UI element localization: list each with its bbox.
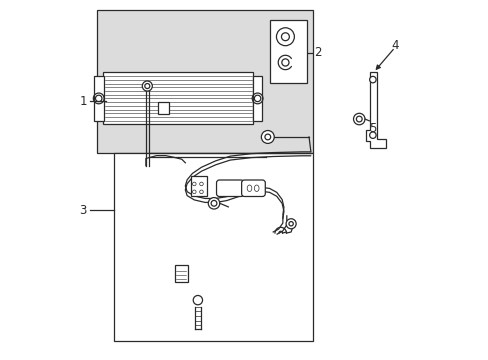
Circle shape	[199, 182, 203, 186]
FancyBboxPatch shape	[241, 180, 265, 197]
Circle shape	[356, 116, 362, 122]
Circle shape	[264, 134, 270, 140]
Text: 5: 5	[368, 122, 375, 135]
Circle shape	[192, 190, 196, 194]
Bar	[158, 102, 169, 114]
Bar	[113, 153, 312, 341]
Bar	[174, 265, 188, 282]
Circle shape	[142, 81, 152, 91]
Circle shape	[285, 219, 296, 229]
Circle shape	[281, 33, 289, 41]
Circle shape	[211, 201, 217, 206]
Circle shape	[192, 182, 196, 186]
Circle shape	[208, 198, 219, 209]
Circle shape	[261, 131, 274, 143]
Bar	[269, 21, 306, 83]
Circle shape	[144, 84, 149, 89]
Circle shape	[281, 59, 288, 66]
Text: 2: 2	[314, 46, 321, 59]
Circle shape	[254, 95, 260, 102]
Text: 4: 4	[390, 39, 398, 52]
Bar	[102, 72, 253, 125]
Circle shape	[276, 28, 294, 46]
Ellipse shape	[247, 185, 251, 192]
Bar	[190, 176, 206, 196]
Bar	[252, 76, 262, 121]
Text: 1: 1	[79, 95, 87, 108]
Circle shape	[369, 76, 375, 83]
Bar	[94, 76, 103, 121]
Ellipse shape	[254, 185, 259, 192]
Circle shape	[369, 132, 375, 138]
Polygon shape	[366, 72, 386, 148]
Circle shape	[288, 222, 293, 226]
Bar	[97, 10, 312, 153]
FancyBboxPatch shape	[216, 180, 244, 197]
Circle shape	[95, 95, 102, 102]
Circle shape	[199, 190, 203, 194]
Circle shape	[193, 296, 202, 305]
Circle shape	[353, 113, 364, 125]
Text: 3: 3	[79, 204, 87, 217]
